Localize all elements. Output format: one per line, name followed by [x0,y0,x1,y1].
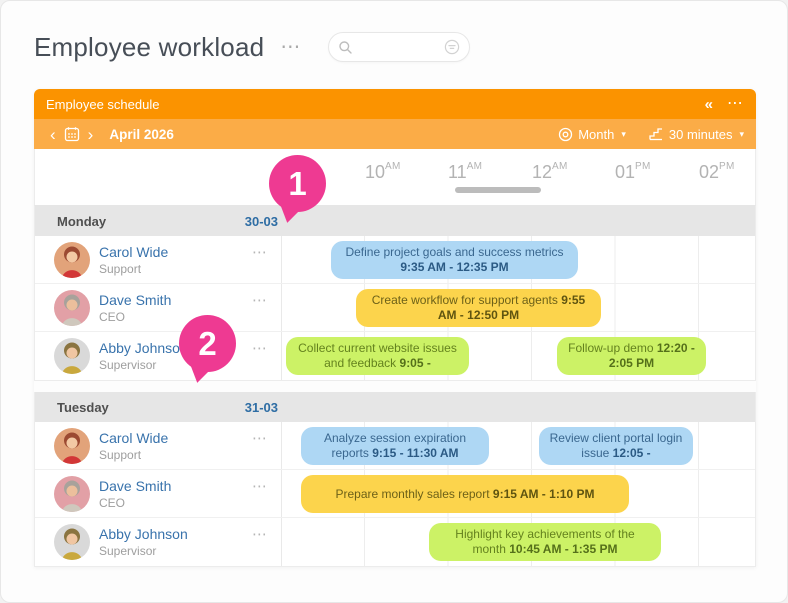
time-axis: 10AM 11AM 12AM 01PM 02PM [34,149,756,206]
schedule-event[interactable]: Highlight key achievements of the month … [429,523,661,561]
employee-role: Support [99,447,142,462]
filter-icon[interactable] [444,39,460,55]
employee-name-link[interactable]: Abby Johnson [99,340,188,356]
day-header: Monday 30-03 [35,206,755,236]
chevron-down-icon: ▾ [621,128,626,139]
schedule-event[interactable]: Analyze session expiration reports 9:15 … [301,427,489,465]
timeline-scrollbar[interactable] [455,187,541,193]
search-box[interactable] [328,32,471,62]
employee-row: Carol Wide Support ⋯ Define project goal… [35,236,755,284]
row-menu-icon[interactable]: ⋯ [252,340,268,357]
time-tick: 02PM [699,161,735,182]
row-menu-icon[interactable]: ⋯ [252,478,268,495]
page-header: Employee workload ⋯ [34,29,754,65]
time-tick: 12AM [532,161,568,182]
day-name: Monday [57,213,107,229]
search-icon [338,40,353,55]
view-dropdown[interactable]: Month ▾ [558,127,626,142]
employee-row: Abby Johnson Supervisor ⋯ Collect curren… [35,332,755,380]
employee-role: Support [99,261,142,276]
employee-row: Dave Smith CEO ⋯ Prepare monthly sales r… [35,470,755,518]
day-section-monday: Monday 30-03 Carol Wide Support ⋯ De [34,206,756,381]
schedule-event[interactable]: Create workflow for support agents 9:55 … [356,289,601,327]
employee-row: Dave Smith CEO ⋯ Create workflow for sup… [35,284,755,332]
employee-name-link[interactable]: Dave Smith [99,291,172,308]
employee-cell: Dave Smith CEO ⋯ [35,470,282,517]
scheduler-menu-icon[interactable]: ⋯ [727,95,744,112]
badge-number: 2 [198,324,217,362]
row-menu-icon[interactable]: ⋯ [252,430,268,447]
avatar [54,289,90,326]
scheduler-titlebar: Employee schedule « ⋯ [34,89,756,119]
employee-row: Carol Wide Support ⋯ Analyze session exp… [35,422,755,470]
schedule-event[interactable]: Follow-up demo 12:20 - 2:05 PM [557,337,706,375]
row-menu-icon[interactable]: ⋯ [252,526,268,543]
employee-cell: Carol Wide Support ⋯ [35,422,282,469]
schedule-event[interactable]: Prepare monthly sales report 9:15 AM - 1… [301,475,629,513]
scale-label: 30 minutes [668,126,733,142]
employee-name-link[interactable]: Carol Wide [99,429,169,446]
schedule-cell: Create workflow for support agents 9:55 … [282,284,755,331]
calendar-icon[interactable] [64,126,80,142]
scale-icon [648,126,664,142]
employee-role: CEO [99,495,126,510]
badge-number: 1 [288,164,307,202]
employee-role: Supervisor [99,544,157,558]
schedule-event[interactable]: Define project goals and success metrics… [331,241,578,279]
schedule-cell: Highlight key achievements of the month … [282,518,755,566]
schedule-cell: Define project goals and success metrics… [282,236,755,283]
avatar [54,524,90,560]
employee-name-link[interactable]: Dave Smith [99,477,172,494]
employee-role: CEO [99,309,126,324]
day-date: 31-03 [244,399,278,415]
avatar [54,427,90,464]
employee-row: Abby Johnson Supervisor ⋯ Highlight key … [35,518,755,566]
view-icon [558,127,573,142]
row-menu-icon[interactable]: ⋯ [252,292,268,309]
employee-name-link[interactable]: Carol Wide [99,243,169,260]
time-tick: 01PM [615,161,651,182]
annotation-badge-1: 1 [269,155,326,226]
employee-cell: Dave Smith CEO ⋯ [35,284,282,331]
schedule-cell: Prepare monthly sales report 9:15 AM - 1… [282,470,755,517]
time-tick: 10AM [365,161,401,182]
day-header: Tuesday 31-03 [35,392,755,422]
day-name: Tuesday [57,399,109,415]
page-menu-icon[interactable]: ⋯ [280,36,303,58]
day-date: 30-03 [244,213,278,229]
page-title: Employee workload [34,31,265,62]
employee-cell: Abby Johnson Supervisor ⋯ [35,518,282,566]
day-section-tuesday: Tuesday 31-03 Carol Wide Support ⋯ A [34,392,756,567]
view-label: Month [578,126,615,142]
scale-dropdown[interactable]: 30 minutes ▾ [648,126,744,142]
collapse-icon[interactable]: « [704,95,713,113]
annotation-badge-2: 2 [179,315,236,386]
employee-cell: Carol Wide Support ⋯ [35,236,282,283]
employee-name-link[interactable]: Abby Johnson [99,526,188,542]
schedule-event[interactable]: Review client portal login issue 12:05 - [539,427,693,465]
schedule-cell: Collect current website issues and feedb… [282,332,755,380]
schedule-event[interactable]: Collect current website issues and feedb… [286,337,469,375]
employee-role: Supervisor [99,358,157,372]
row-menu-icon[interactable]: ⋯ [252,244,268,261]
time-tick: 11AM [448,161,483,182]
avatar [54,475,90,512]
schedule-cell: Analyze session expiration reports 9:15 … [282,422,755,469]
avatar [54,338,90,374]
next-arrow[interactable]: › [87,124,94,144]
employee-cell: Abby Johnson Supervisor ⋯ [35,332,282,380]
chevron-down-icon: ▾ [739,128,744,139]
search-input[interactable] [353,39,445,55]
prev-arrow[interactable]: ‹ [50,124,56,144]
avatar [54,241,90,278]
scheduler-navbar: ‹ › April 2026 [34,119,756,149]
scheduler-title: Employee schedule [46,96,160,112]
scheduler-widget: Employee schedule « ⋯ ‹ › April 2026 [34,89,756,567]
current-period-label: April 2026 [109,126,174,142]
